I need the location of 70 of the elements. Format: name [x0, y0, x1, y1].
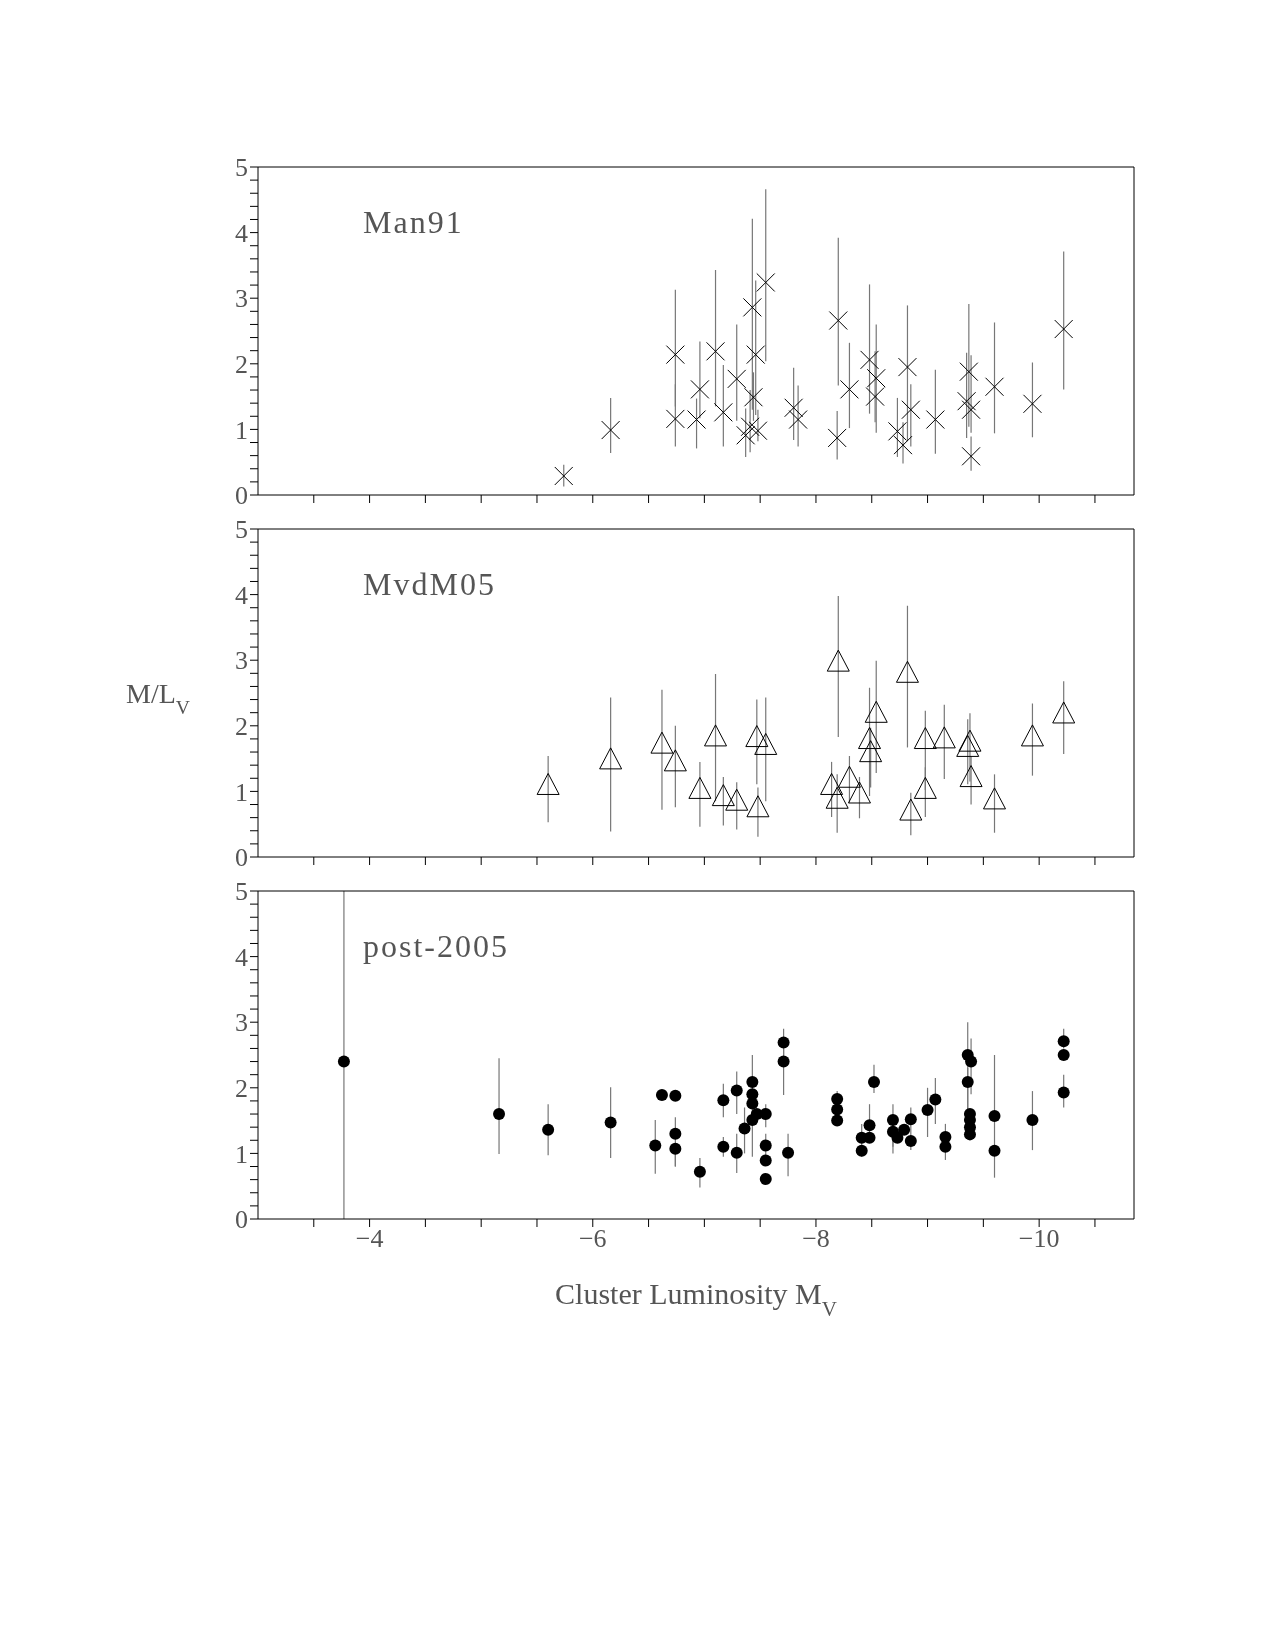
text: MvdM05 [363, 566, 496, 603]
point [717, 1140, 730, 1153]
y-tick-label: 5 [235, 877, 248, 907]
x-tick-label: −4 [355, 1224, 384, 1254]
point [655, 1089, 668, 1102]
y-tick-label: 5 [235, 515, 248, 545]
y-tick-label: 1 [235, 777, 248, 807]
point [921, 1104, 934, 1117]
point [759, 1154, 772, 1167]
y-tick-label: 1 [235, 415, 248, 445]
y-tick-label: 2 [235, 350, 248, 380]
y-tick-label: 0 [235, 843, 248, 873]
point [904, 1134, 917, 1147]
point [717, 1094, 730, 1107]
point [782, 1146, 795, 1159]
y-tick-label: 4 [235, 942, 248, 972]
point [1026, 1113, 1039, 1126]
point [891, 1131, 904, 1144]
y-tick-label: 0 [235, 481, 248, 511]
text: Man91 [363, 204, 464, 241]
point [746, 1075, 759, 1088]
point [898, 1123, 911, 1136]
point [965, 1055, 978, 1068]
point [337, 1055, 350, 1068]
point [855, 1144, 868, 1157]
point [988, 1144, 1001, 1157]
y-tick-label: 5 [235, 153, 248, 183]
point [759, 1172, 772, 1185]
point [669, 1089, 682, 1102]
point [649, 1139, 662, 1152]
y-tick-label: 2 [235, 712, 248, 742]
x-tick-label: −6 [578, 1224, 607, 1254]
y-tick-label: 3 [235, 284, 248, 314]
point [730, 1084, 743, 1097]
x-axis-title: Cluster Luminosity M$_{V}$ [555, 1277, 837, 1321]
point [831, 1103, 844, 1116]
point [777, 1036, 790, 1049]
point [669, 1127, 682, 1140]
point [738, 1122, 751, 1135]
point [693, 1165, 706, 1178]
y-tick-label: 1 [235, 1139, 248, 1169]
point [904, 1113, 917, 1126]
x-tick-label: −8 [802, 1224, 830, 1254]
point [1057, 1049, 1070, 1061]
point [730, 1146, 743, 1159]
y-tick-label: 4 [235, 580, 248, 610]
y-tick-label: 4 [235, 218, 248, 248]
y-tick-label: 0 [235, 1205, 248, 1235]
text: post-2005 [363, 928, 509, 965]
x-tick-label: −10 [1018, 1224, 1060, 1254]
y-tick-label: 3 [235, 646, 248, 676]
point [863, 1119, 876, 1132]
point [831, 1092, 844, 1105]
point [604, 1116, 617, 1129]
point [886, 1113, 899, 1126]
y-tick-label: 2 [235, 1074, 248, 1104]
point [988, 1110, 1001, 1123]
point [493, 1108, 506, 1121]
point [961, 1075, 974, 1088]
point [1057, 1035, 1070, 1048]
y-axis-title: M/L$_{V}$ [126, 678, 190, 718]
point [777, 1055, 790, 1068]
point [542, 1123, 555, 1136]
point [929, 1093, 942, 1106]
point [867, 1075, 880, 1088]
point [1057, 1086, 1070, 1099]
y-tick-label: 3 [235, 1008, 248, 1038]
point [759, 1139, 772, 1152]
point [831, 1114, 844, 1127]
point [669, 1142, 682, 1155]
